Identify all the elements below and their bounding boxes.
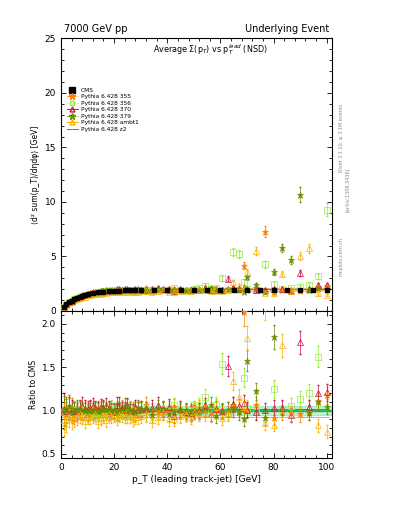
Text: mcplots.cern.ch: mcplots.cern.ch: [339, 237, 344, 275]
Y-axis label: ⟨d² sum(p_T)/dηdφ⟩ [GeV]: ⟨d² sum(p_T)/dηdφ⟩ [GeV]: [31, 125, 40, 224]
Text: Underlying Event: Underlying Event: [245, 24, 329, 34]
Bar: [61, 406, 332, 415]
Y-axis label: Ratio to CMS: Ratio to CMS: [29, 360, 37, 409]
Legend: CMS, Pythia 6.428 355, Pythia 6.428 356, Pythia 6.428 370, Pythia 6.428 379, Pyt: CMS, Pythia 6.428 355, Pythia 6.428 356,…: [66, 88, 138, 132]
X-axis label: p_T (leading track-jet) [GeV]: p_T (leading track-jet) [GeV]: [132, 475, 261, 484]
Text: 7000 GeV pp: 7000 GeV pp: [64, 24, 127, 34]
Text: [arXiv:1306.3436]: [arXiv:1306.3436]: [345, 167, 350, 211]
Text: Average $\Sigma$(p$_T$) vs p$_T^{lead}$ (NSD): Average $\Sigma$(p$_T$) vs p$_T^{lead}$ …: [153, 42, 267, 57]
Text: Rivet 3.1.10, ≥ 3.1M events: Rivet 3.1.10, ≥ 3.1M events: [339, 104, 344, 173]
